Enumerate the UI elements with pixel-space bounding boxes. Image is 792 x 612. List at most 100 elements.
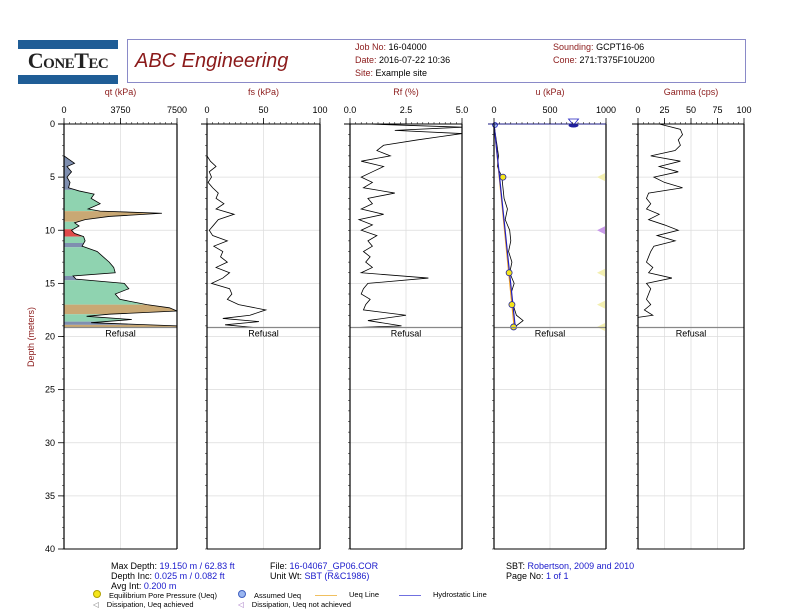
yellow-circle-icon <box>93 590 101 598</box>
panel-title: Gamma (cps) <box>664 87 719 97</box>
depth-inc-label: Depth Inc: <box>111 571 153 581</box>
ueq-point <box>499 173 507 181</box>
legend-item-ueq: Equilibrium Pore Pressure (Ueq) <box>93 590 217 600</box>
refusal-label: Refusal <box>248 328 279 338</box>
logo-part2: Tec <box>74 48 109 73</box>
panel-title: qt (kPa) <box>105 87 137 97</box>
sbt-layer-slate <box>64 321 149 325</box>
x-tick-label: 0.0 <box>344 105 357 115</box>
x-tick-label: 500 <box>542 105 557 115</box>
legend-item-assumed-ueq: Assumed Ueq <box>238 590 301 600</box>
page-no-value: 1 of 1 <box>546 571 569 581</box>
series-rf <box>356 123 463 328</box>
company-name: ABC Engineering <box>135 50 289 72</box>
job-no-value: 16-04000 <box>388 42 427 52</box>
panel-rf <box>344 118 463 550</box>
sounding-info: Sounding: GCPT16-06 Cone: 271:T375F10U20… <box>553 41 655 67</box>
sbt-layer-slate <box>64 275 89 281</box>
x-tick-label: 50 <box>686 105 696 115</box>
sbt-layer-green <box>64 280 147 305</box>
blue-circle-icon <box>238 590 246 598</box>
assumed-ueq-point <box>492 122 498 128</box>
panel-title: fs (kPa) <box>248 87 279 97</box>
unit-wt-label: Unit Wt: <box>270 571 303 581</box>
logo-part1: Cone <box>27 48 75 73</box>
triangle-left-yellow-icon: ◁ <box>93 600 99 609</box>
sbt-layer-tan <box>64 324 177 328</box>
x-tick-label: 1000 <box>596 105 616 115</box>
refusal-label: Refusal <box>676 328 707 338</box>
x-tick-label: 3750 <box>110 105 130 115</box>
sbt-layer-green <box>64 189 101 212</box>
sbt-layer-green <box>64 314 132 322</box>
x-tick-label: 7500 <box>167 105 187 115</box>
sbt-layer-tan <box>64 304 177 315</box>
file-value: 16-04067_GP06.COR <box>289 561 379 571</box>
dissipation-marker <box>597 300 605 309</box>
y-tick-label: 5 <box>50 172 55 182</box>
page-no-label: Page No: <box>506 571 544 581</box>
x-tick-label: 50 <box>258 105 268 115</box>
file-label: File: <box>270 561 288 571</box>
y-tick-label: 40 <box>45 544 55 554</box>
dissipation-marker <box>597 268 605 277</box>
series-qt <box>63 124 178 328</box>
panel-title: Rf (%) <box>393 87 419 97</box>
series-u <box>493 123 524 328</box>
legend-item-hydrostatic: Hydrostatic Line <box>399 590 487 599</box>
legend-item-diss-achieved: ◁ Dissipation, Ueq achieved <box>93 600 194 609</box>
refusal-label: Refusal <box>391 328 422 338</box>
sbt-layer-green <box>64 247 116 276</box>
legend-label: Equilibrium Pore Pressure (Ueq) <box>109 591 217 600</box>
x-tick-label: 5.0 <box>456 105 469 115</box>
x-tick-label: 0 <box>491 105 496 115</box>
max-depth-label: Max Depth: <box>111 561 158 571</box>
legend-label: Dissipation, Ueq achieved <box>106 600 194 609</box>
x-tick-label: 2.5 <box>400 105 413 115</box>
sbt-label: SBT: <box>506 561 526 571</box>
x-tick-label: 100 <box>312 105 327 115</box>
footer-mid: File: 16-04067_GP06.COR Unit Wt: SBT (R&… <box>270 561 378 581</box>
sbt-layer-slate <box>64 243 86 248</box>
footer-right: SBT: Robertson, 2009 and 2010 Page No: 1… <box>506 561 634 581</box>
legend-label: Ueq Line <box>349 590 380 599</box>
y-tick-label: 30 <box>45 438 55 448</box>
y-tick-label: 0 <box>50 119 55 129</box>
x-tick-label: 25 <box>659 105 669 115</box>
legend-item-ueq-line: Ueq Line <box>315 590 379 599</box>
sounding-value: GCPT16-06 <box>596 42 645 52</box>
x-tick-label: 100 <box>736 105 751 115</box>
dissipation-marker <box>597 173 605 182</box>
logo-bar-bottom <box>18 75 118 84</box>
y-tick-label: 15 <box>45 278 55 288</box>
series-hydrostatic-line <box>493 123 516 328</box>
blue-line-icon <box>399 594 421 596</box>
sbt-value: Robertson, 2009 and 2010 <box>527 561 635 571</box>
y-tick-label: 20 <box>45 332 55 342</box>
ueq-point <box>508 301 516 309</box>
orange-line-icon <box>315 594 337 596</box>
date-value: 2016-07-22 10:36 <box>379 55 451 65</box>
y-tick-label: 25 <box>45 385 55 395</box>
header-box <box>127 39 746 83</box>
job-info: Job No: 16-04000 Date: 2016-07-22 10:36 … <box>355 41 450 80</box>
refusal-label: Refusal <box>105 328 136 338</box>
depth-inc-value: 0.025 m / 0.082 ft <box>154 571 225 581</box>
triangle-left-purple-icon: ◁ <box>238 600 244 609</box>
legend-label: Hydrostatic Line <box>433 590 487 599</box>
legend-label: Assumed Ueq <box>254 591 302 600</box>
y-tick-label: 10 <box>45 225 55 235</box>
sounding-label: Sounding: <box>553 42 594 52</box>
water-table-icon <box>567 118 580 126</box>
series-gamma <box>637 123 683 318</box>
legend-label: Dissipation, Ueq not achieved <box>251 600 352 609</box>
legend-item-diss-not-achieved: ◁ Dissipation, Ueq not achieved <box>238 600 351 609</box>
unit-wt-value: SBT (R&C1986) <box>304 571 370 581</box>
sbt-layer-green <box>64 221 80 230</box>
dissipation-marker <box>597 226 605 235</box>
job-no-label: Job No: <box>355 42 387 52</box>
sbt-layer-slate <box>64 155 76 190</box>
refusal-label: Refusal <box>535 328 566 338</box>
site-value: Example site <box>375 68 428 78</box>
